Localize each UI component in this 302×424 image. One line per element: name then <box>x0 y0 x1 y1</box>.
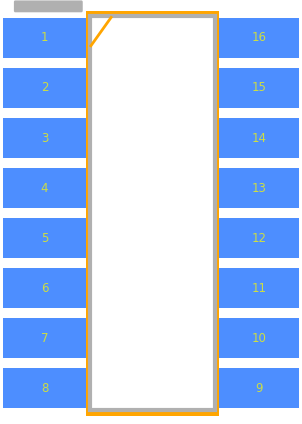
Bar <box>3 68 86 108</box>
Text: 2: 2 <box>41 81 48 95</box>
Text: 6: 6 <box>41 282 48 295</box>
Bar <box>3 218 86 258</box>
Bar <box>219 68 299 108</box>
Bar <box>219 318 299 358</box>
Bar <box>3 168 86 208</box>
Bar <box>3 118 86 158</box>
Bar <box>90 16 215 410</box>
Bar <box>219 168 299 208</box>
Bar <box>86 11 219 416</box>
Bar <box>3 268 86 308</box>
Text: 8: 8 <box>41 382 48 395</box>
Bar <box>219 268 299 308</box>
Bar <box>3 18 86 58</box>
Text: 13: 13 <box>252 181 266 195</box>
Text: 14: 14 <box>252 131 266 145</box>
Text: 12: 12 <box>252 232 266 245</box>
Text: 10: 10 <box>252 332 266 345</box>
Bar <box>219 118 299 158</box>
Text: 16: 16 <box>252 31 266 45</box>
Bar <box>3 318 86 358</box>
Text: 15: 15 <box>252 81 266 95</box>
Bar <box>3 368 86 408</box>
Bar <box>90 16 215 410</box>
Text: 11: 11 <box>252 282 266 295</box>
Text: 7: 7 <box>41 332 48 345</box>
Bar <box>219 18 299 58</box>
Text: 5: 5 <box>41 232 48 245</box>
FancyBboxPatch shape <box>14 0 83 12</box>
Text: 1: 1 <box>41 31 48 45</box>
Text: 9: 9 <box>255 382 263 395</box>
Bar <box>219 368 299 408</box>
Text: 3: 3 <box>41 131 48 145</box>
Text: 4: 4 <box>41 181 48 195</box>
Bar <box>219 218 299 258</box>
